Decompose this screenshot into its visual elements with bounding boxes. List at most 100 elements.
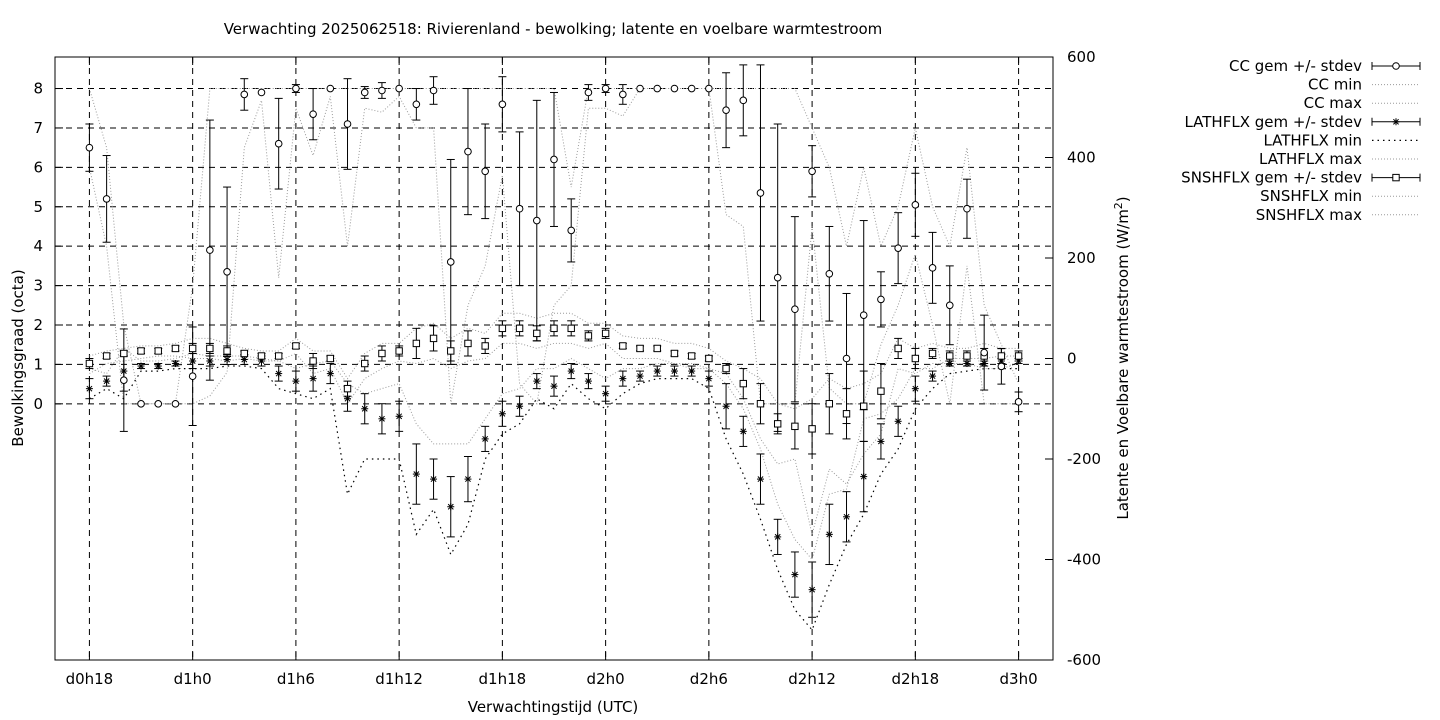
snshflx-point bbox=[309, 357, 317, 365]
cc-point bbox=[154, 400, 163, 408]
snshflx-point bbox=[619, 342, 627, 350]
lathflx-point bbox=[120, 367, 128, 375]
snshflx-point bbox=[567, 324, 575, 333]
lathflx-point bbox=[344, 395, 352, 403]
cc-point bbox=[171, 400, 180, 408]
cc-point bbox=[137, 400, 145, 408]
cc-point bbox=[550, 155, 558, 164]
chart-title: Verwachting 2025062518: Rivierenland - b… bbox=[224, 20, 883, 38]
y2-tick-label: 400 bbox=[1067, 149, 1096, 167]
y-tick-label: 7 bbox=[33, 119, 43, 137]
axes-layer: d0h18 d1h0 d1h6 d1h12 d1h18 d2h0 d2h6 d2h12 d2h1… bbox=[33, 48, 1101, 688]
snshflx-point bbox=[653, 344, 661, 353]
lathflx-point bbox=[292, 377, 300, 385]
cc-point bbox=[498, 100, 507, 109]
snshflx-point bbox=[601, 329, 610, 338]
y2-tick-label: -400 bbox=[1067, 551, 1101, 569]
lathflx-point bbox=[103, 377, 111, 385]
lathflx-point bbox=[240, 356, 248, 364]
cc-point bbox=[756, 189, 765, 197]
snshflx-point bbox=[498, 324, 507, 333]
lathflx-point bbox=[791, 571, 799, 579]
lathflx-point bbox=[309, 375, 317, 383]
x-axis-label: Verwachtingstijd (UTC) bbox=[468, 698, 639, 716]
x-tick-label: d1h12 bbox=[375, 670, 423, 688]
snshflx-point bbox=[842, 410, 851, 418]
y2-tick-label: -600 bbox=[1067, 651, 1101, 669]
snshflx-point bbox=[481, 342, 489, 350]
cc-point bbox=[1014, 398, 1023, 406]
cc-point bbox=[326, 84, 335, 93]
lathflx-point bbox=[843, 513, 851, 521]
snshflx-point bbox=[171, 344, 180, 353]
x-tick-label: d0h18 bbox=[66, 670, 114, 688]
cc-point bbox=[687, 84, 696, 93]
lathflx-point bbox=[619, 375, 627, 383]
cc-point bbox=[894, 244, 902, 252]
cc-point bbox=[825, 269, 834, 278]
legend-label: SNSHFLX gem +/- stdev bbox=[1181, 169, 1362, 187]
cc-point bbox=[378, 86, 386, 95]
lathflx-point bbox=[223, 356, 231, 364]
snshflx-point bbox=[825, 400, 834, 408]
cc-point bbox=[739, 96, 748, 105]
lathflx-point bbox=[412, 470, 420, 478]
y2-axis-label-main: Latente en Voelbare warmtestroom (W/m bbox=[1114, 209, 1132, 519]
snshflx-point bbox=[739, 379, 747, 388]
lathflx-point bbox=[653, 367, 661, 375]
snshflx-point bbox=[670, 349, 679, 358]
y-tick-label: 3 bbox=[33, 277, 43, 295]
legend-swatch bbox=[1371, 117, 1421, 126]
lathflx-point bbox=[584, 377, 592, 385]
x-tick-label: d2h0 bbox=[587, 670, 625, 688]
y-tick-label: 5 bbox=[33, 198, 43, 216]
y-tick-label: 6 bbox=[33, 158, 43, 176]
cc-point bbox=[842, 354, 851, 363]
snshflx-point bbox=[894, 344, 902, 353]
cc-point bbox=[601, 84, 610, 93]
snshflx-point bbox=[791, 422, 799, 431]
cc-point bbox=[722, 106, 730, 115]
y2-tick-label: 200 bbox=[1067, 249, 1096, 267]
y2-tick-label: -200 bbox=[1067, 450, 1101, 468]
cc-point bbox=[464, 147, 472, 156]
lathflx-point bbox=[275, 370, 283, 378]
cc-point bbox=[240, 90, 249, 99]
lathflx-point bbox=[533, 377, 541, 385]
legend-label: SNSHFLX min bbox=[1260, 187, 1362, 205]
snshflx-point bbox=[274, 352, 283, 360]
lathflx-point bbox=[602, 390, 610, 398]
lathflx-point bbox=[464, 475, 472, 483]
cc-point bbox=[773, 273, 782, 282]
lathflx-point bbox=[498, 410, 506, 418]
lathflx-point bbox=[980, 360, 988, 368]
x-tick-label: d2h12 bbox=[788, 670, 836, 688]
y-tick-label: 2 bbox=[33, 316, 43, 334]
cc-point bbox=[653, 84, 662, 93]
cc-point bbox=[670, 84, 679, 93]
y2-axis-label-superscript: 2 bbox=[1112, 202, 1125, 209]
snshflx-point bbox=[1014, 352, 1023, 360]
legend-swatch bbox=[1371, 62, 1421, 70]
lathflx-point bbox=[447, 503, 455, 511]
cc-point bbox=[791, 305, 799, 314]
cc-point bbox=[85, 143, 94, 152]
lathflx-point bbox=[860, 473, 868, 481]
lathflx-point bbox=[894, 417, 902, 425]
lathflx-point bbox=[550, 382, 558, 390]
legend-label: CC gem +/- stdev bbox=[1229, 57, 1362, 75]
snshflx-point bbox=[584, 332, 593, 340]
snshflx-point bbox=[946, 352, 954, 360]
legend-label: CC max bbox=[1304, 94, 1363, 112]
lathflx-point bbox=[378, 415, 386, 423]
snshflx-point bbox=[378, 349, 386, 358]
snshflx-point bbox=[877, 387, 885, 395]
cc-point bbox=[963, 204, 971, 213]
lathflx-point bbox=[756, 475, 764, 483]
snshflx-point bbox=[550, 324, 558, 333]
y2-axis-label-end: ) bbox=[1114, 196, 1132, 202]
lathflx-point bbox=[739, 427, 747, 435]
cc-point bbox=[412, 100, 421, 109]
